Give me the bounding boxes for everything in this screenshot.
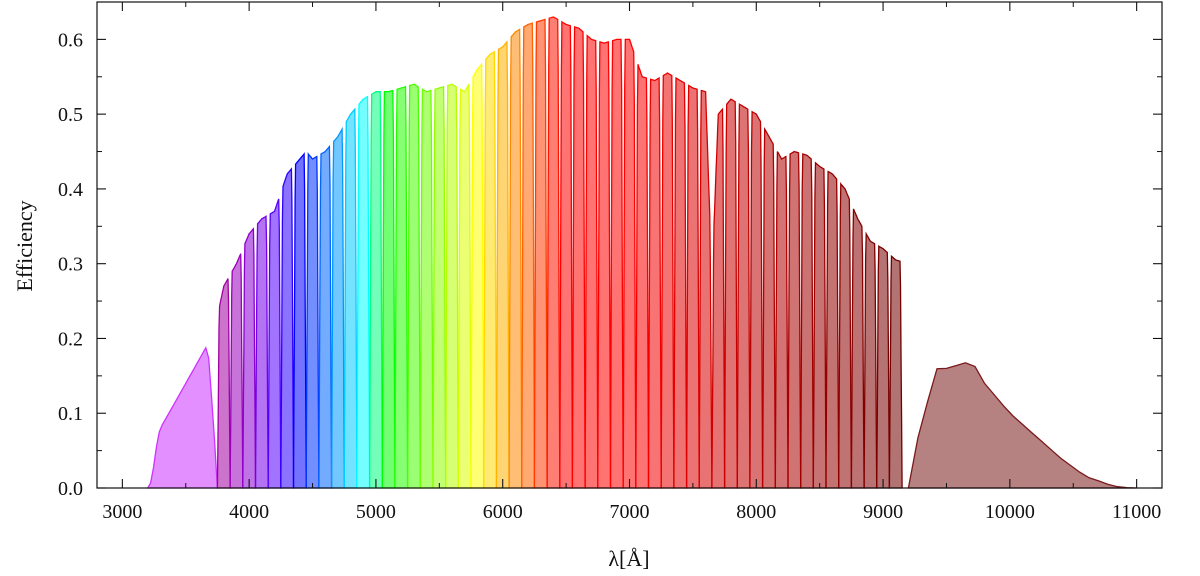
x-tick-label: 11000	[1112, 501, 1161, 523]
filter-band-50	[838, 181, 853, 489]
x-tick-label: 6000	[483, 501, 523, 523]
filter-band-41	[723, 98, 738, 489]
y-tick-label: 0.0	[58, 478, 83, 500]
x-tick-label: 5000	[356, 501, 396, 523]
y-axis-ticks: 0.0 0.1 0.2 0.3 0.4 0.5 0.6	[58, 29, 1162, 500]
filter-band-12	[356, 95, 371, 489]
filter-band-43	[749, 110, 764, 489]
filter-band-18	[432, 85, 447, 489]
filter-band-28	[559, 20, 574, 489]
filter-band-42	[736, 103, 751, 489]
filter-band-first	[146, 346, 219, 489]
filter-band-14	[381, 89, 396, 489]
filter-band-8	[305, 152, 320, 489]
y-tick-label: 0.3	[58, 254, 83, 276]
filter-band-29	[571, 25, 586, 489]
filter-band-20	[457, 83, 472, 489]
x-tick-label: 10000	[985, 501, 1035, 523]
x-tick-label: 4000	[229, 501, 269, 523]
y-tick-label: 0.1	[58, 403, 83, 425]
filter-band-48	[812, 161, 827, 489]
filter-band-31	[597, 41, 612, 489]
filter-band-54	[888, 254, 903, 489]
filter-band-23	[495, 40, 510, 489]
filter-band-2	[229, 253, 244, 489]
filter-band-37	[673, 76, 688, 489]
filter-band-21	[470, 62, 485, 489]
filter-band-5	[267, 198, 282, 489]
filter-band-6	[280, 167, 295, 489]
filter-band-38	[685, 84, 700, 489]
filter-band-4	[254, 215, 269, 489]
filter-band-17	[419, 88, 434, 489]
y-axis-label: Efficiency	[12, 200, 37, 291]
filter-band-13	[368, 91, 383, 489]
filter-band-7	[292, 152, 307, 489]
filter-band-25	[521, 22, 536, 489]
filter-band-46	[787, 150, 802, 489]
filter-band-3	[242, 227, 257, 489]
filter-band-51	[850, 208, 865, 489]
filter-band-22	[483, 50, 498, 489]
filter-band-39	[698, 89, 713, 489]
filter-band-32	[609, 38, 624, 489]
x-axis-ticks: 3000 4000 5000 6000 7000 8000 9000 10000 11000	[102, 2, 1161, 523]
filter-band-30	[584, 34, 599, 489]
x-tick-label: 8000	[736, 501, 776, 523]
y-tick-label: 0.2	[58, 328, 83, 350]
filter-band-27	[546, 16, 561, 489]
filter-band-33	[622, 38, 637, 489]
x-tick-label: 9000	[863, 501, 903, 523]
filter-band-11	[343, 107, 358, 489]
filter-band-16	[406, 83, 421, 489]
filter-band-52	[863, 231, 878, 489]
x-axis-label: λ[Å]	[608, 546, 649, 571]
filter-band-49	[825, 170, 840, 489]
y-tick-label: 0.4	[58, 179, 83, 201]
filter-band-1	[216, 278, 231, 489]
filter-band-45	[774, 151, 789, 489]
y-tick-label: 0.6	[58, 29, 83, 51]
filter-band-34	[635, 64, 650, 489]
filter-band-47	[800, 153, 814, 489]
y-tick-label: 0.5	[58, 104, 83, 126]
filter-band-35	[647, 76, 662, 489]
filter-band-10	[330, 126, 345, 489]
filter-band-26	[533, 18, 548, 489]
filter-band-53	[876, 245, 891, 489]
filter-band-24	[508, 28, 523, 489]
filter-band-9	[318, 144, 333, 489]
x-tick-label: 7000	[610, 501, 650, 523]
filter-band-44	[761, 126, 776, 489]
filter-band-15	[394, 85, 409, 489]
filter-band-36	[660, 72, 675, 489]
filter-band-19	[445, 83, 459, 489]
filter-band-40	[711, 107, 726, 489]
filter-bands	[146, 16, 1137, 489]
x-tick-label: 3000	[102, 501, 142, 523]
filter-band-last	[907, 362, 1137, 489]
